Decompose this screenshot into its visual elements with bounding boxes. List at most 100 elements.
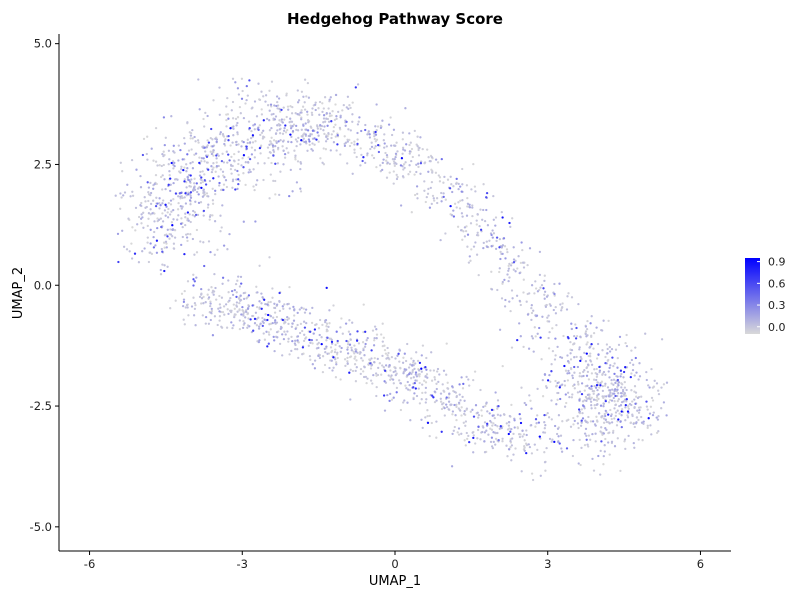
- cell-point: [324, 318, 328, 322]
- cell-point: [258, 264, 261, 267]
- cell-point: [288, 121, 291, 124]
- cell-point: [200, 293, 203, 296]
- cell-point: [254, 140, 257, 143]
- cell-point: [451, 413, 454, 416]
- cell-point: [246, 161, 250, 164]
- cell-point: [209, 304, 212, 308]
- cell-point: [394, 370, 397, 373]
- cell-point: [217, 175, 220, 178]
- cell-point: [440, 430, 443, 433]
- cell-point: [198, 295, 202, 299]
- cell-point: [387, 374, 390, 377]
- cell-point: [449, 204, 452, 208]
- cell-point: [296, 160, 300, 163]
- cell-point: [211, 334, 215, 337]
- cell-point: [247, 294, 251, 297]
- cell-point: [549, 304, 552, 307]
- cell-point: [602, 370, 606, 374]
- cell-point: [605, 395, 608, 398]
- cell-point: [296, 101, 300, 104]
- cell-point: [489, 427, 492, 430]
- cell-point: [471, 431, 474, 434]
- cell-point: [543, 290, 547, 293]
- cell-point: [353, 140, 356, 143]
- cell-point: [608, 366, 611, 370]
- cell-point: [230, 109, 233, 112]
- y-tick-label: -2.5: [30, 399, 52, 413]
- cell-point: [389, 378, 392, 381]
- cell-point: [153, 220, 156, 223]
- cell-point: [278, 300, 281, 303]
- cell-point: [573, 365, 576, 369]
- cell-point: [401, 175, 405, 178]
- cell-point: [274, 179, 277, 183]
- cell-point: [274, 319, 277, 322]
- cell-point: [466, 437, 469, 441]
- cell-point: [322, 107, 325, 110]
- cell-point: [278, 107, 281, 111]
- cell-point: [412, 397, 415, 401]
- cell-point: [511, 437, 514, 440]
- cell-point: [257, 316, 260, 319]
- cell-point: [273, 311, 277, 314]
- cell-point: [604, 437, 607, 441]
- cell-point: [457, 182, 460, 186]
- cell-point: [276, 124, 279, 127]
- cell-point: [543, 373, 547, 376]
- cell-point: [387, 123, 391, 126]
- cell-point: [294, 156, 297, 159]
- cell-point: [308, 143, 311, 147]
- cell-point: [316, 131, 319, 134]
- cell-point: [615, 424, 619, 427]
- cell-point: [200, 186, 203, 190]
- cell-point: [424, 375, 427, 378]
- cell-point: [419, 172, 422, 175]
- cell-point: [591, 420, 595, 423]
- cell-point: [366, 336, 369, 340]
- cell-point: [608, 376, 611, 379]
- cell-point: [240, 145, 243, 148]
- cell-point: [202, 157, 205, 160]
- cell-point: [472, 245, 476, 248]
- cell-point: [553, 282, 556, 286]
- cell-point: [328, 322, 331, 325]
- cell-point: [228, 159, 231, 162]
- cell-point: [254, 220, 257, 223]
- cell-point: [336, 339, 339, 343]
- cell-point: [182, 298, 186, 301]
- cell-point: [258, 300, 261, 303]
- cell-point: [328, 114, 332, 118]
- cell-point: [283, 152, 287, 156]
- cell-point: [285, 94, 288, 97]
- cell-point: [361, 359, 364, 362]
- cell-point: [206, 206, 210, 209]
- cell-point: [392, 128, 396, 131]
- cell-point: [469, 222, 473, 225]
- cell-point: [144, 200, 147, 203]
- cell-point: [464, 420, 468, 423]
- cell-point: [347, 340, 350, 343]
- cell-point: [550, 418, 553, 421]
- cell-point: [616, 437, 619, 440]
- cell-point: [394, 152, 398, 155]
- cell-point: [543, 274, 546, 277]
- cell-point: [511, 297, 514, 300]
- cell-point: [184, 202, 188, 205]
- cell-point: [388, 399, 391, 403]
- cell-point: [453, 202, 457, 205]
- cell-point: [452, 215, 456, 218]
- cell-point: [512, 261, 516, 264]
- cell-point: [240, 77, 244, 80]
- cell-point: [229, 127, 232, 130]
- cell-point: [295, 181, 299, 184]
- cell-point: [507, 269, 510, 272]
- cell-point: [364, 161, 367, 165]
- cell-point: [272, 149, 275, 152]
- cell-point: [211, 199, 215, 202]
- cell-point: [528, 247, 532, 250]
- cell-point: [290, 325, 294, 328]
- cell-point: [390, 374, 393, 377]
- cell-point: [147, 199, 150, 203]
- cell-point: [218, 315, 222, 318]
- cell-point: [512, 258, 516, 261]
